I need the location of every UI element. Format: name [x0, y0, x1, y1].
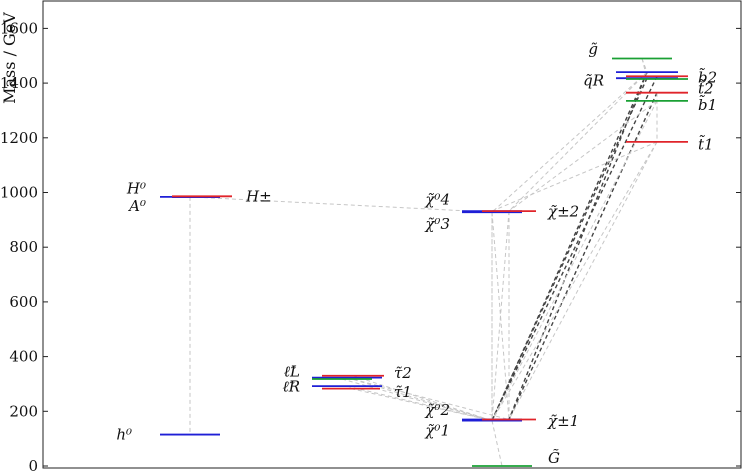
decay-line — [491, 141, 658, 212]
particle-label: χ̃±1 — [547, 412, 579, 430]
y-tick-label: 1200 — [0, 129, 38, 147]
particle-label: ℓ̃R — [282, 378, 300, 396]
y-tick-label: 200 — [9, 402, 38, 420]
decay-line — [508, 71, 648, 212]
mass-levels — [160, 57, 688, 467]
particle-label: χ̃⁰3 — [424, 215, 450, 233]
particle-label: b̃2 — [698, 67, 717, 86]
particle-label: χ̃±2 — [547, 203, 579, 221]
decay-line — [491, 71, 648, 213]
decay-line — [346, 385, 493, 422]
particle-label: G̃ — [548, 449, 560, 467]
y-tick-label: 800 — [9, 238, 38, 256]
decay-line — [350, 388, 493, 422]
particle-label: q̃R — [583, 71, 604, 89]
particle-label: b̃1 — [698, 95, 717, 114]
particle-label: t̃1 — [698, 134, 714, 153]
decay-line — [491, 71, 648, 421]
y-tick-label: 1400 — [0, 74, 38, 92]
y-tick-label: 400 — [9, 348, 38, 366]
decay-line — [508, 92, 658, 420]
decay-line — [491, 420, 503, 467]
y-tick-label: 0 — [28, 457, 38, 471]
decay-lines — [189, 58, 658, 467]
decay-line — [491, 211, 510, 421]
particle-label: H± — [245, 188, 272, 206]
y-tick-label: 600 — [9, 293, 38, 311]
particle-label: h⁰ — [116, 426, 132, 444]
particle-label: A⁰ — [127, 197, 146, 215]
decay-line — [491, 100, 658, 421]
decay-line — [508, 71, 648, 420]
particle-label: χ̃⁰1 — [424, 421, 450, 439]
decay-line — [491, 75, 658, 421]
decay-line — [508, 100, 658, 212]
particle-label: t̃2 — [698, 78, 714, 97]
decay-line — [491, 141, 658, 421]
decay-line — [641, 58, 648, 79]
particle-label: g̃ — [588, 40, 598, 58]
decay-line — [189, 196, 493, 213]
y-tick-label: 1000 — [0, 184, 38, 202]
decay-line — [352, 375, 493, 422]
decay-line — [491, 77, 648, 421]
particle-label: χ̃⁰2 — [424, 401, 450, 419]
decay-line — [508, 141, 658, 420]
decay-line — [346, 377, 493, 422]
particle-label: τ̃2 — [394, 364, 412, 382]
particle-label: τ̃1 — [394, 383, 412, 401]
plot-frame — [42, 0, 742, 469]
y-axis: 0 200 400 600 800 1000 1200 1400 1600 — [0, 19, 741, 471]
particle-label: H⁰ — [126, 179, 146, 197]
decay-line — [341, 378, 493, 422]
particle-label: χ̃⁰4 — [424, 190, 450, 208]
y-axis-label: Mass / GeV — [0, 12, 19, 104]
particle-label: ℓ̃L — [284, 363, 300, 381]
y-tick-label: 1600 — [0, 19, 38, 37]
